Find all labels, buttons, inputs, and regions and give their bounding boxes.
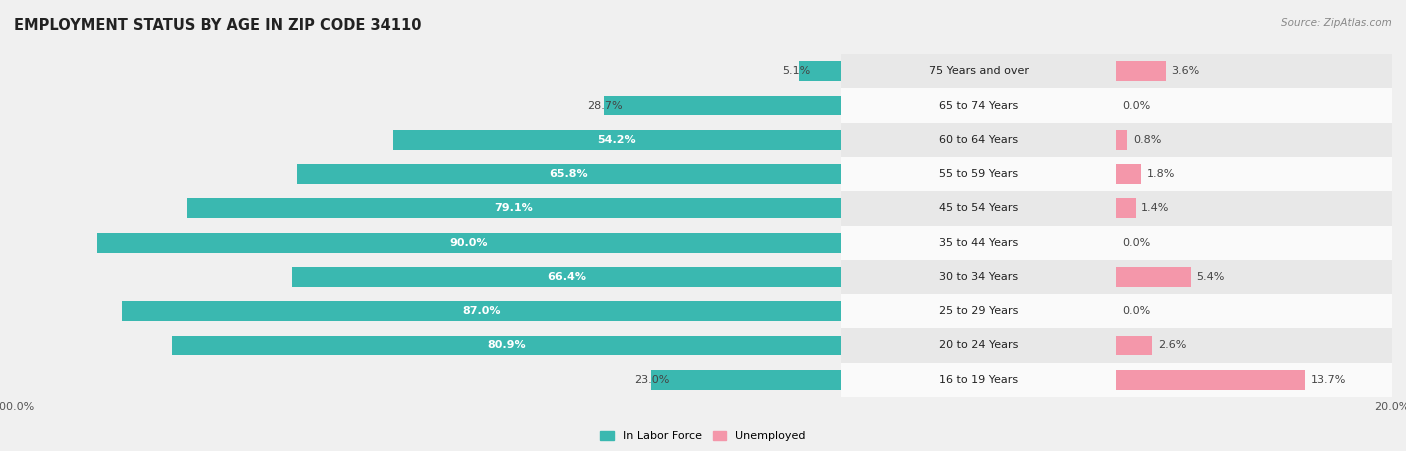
Bar (841, 123, 1116, 157)
Bar (121, 301, 841, 321)
Bar (1116, 54, 1392, 88)
Bar (187, 198, 841, 218)
Text: 5.4%: 5.4% (1197, 272, 1225, 282)
Text: 2.6%: 2.6% (1157, 341, 1187, 350)
Bar (841, 363, 1406, 397)
Bar (97, 233, 841, 253)
Bar (1116, 157, 1392, 191)
Text: 45 to 54 Years: 45 to 54 Years (939, 203, 1018, 213)
Text: 65.8%: 65.8% (550, 169, 588, 179)
Text: EMPLOYMENT STATUS BY AGE IN ZIP CODE 34110: EMPLOYMENT STATUS BY AGE IN ZIP CODE 341… (14, 18, 422, 33)
Text: 1.8%: 1.8% (1147, 169, 1175, 179)
Text: 16 to 19 Years: 16 to 19 Years (939, 375, 1018, 385)
Bar (841, 88, 1116, 123)
Bar (841, 191, 1406, 226)
Bar (1116, 370, 1305, 390)
Text: 66.4%: 66.4% (547, 272, 586, 282)
Bar (841, 88, 1406, 123)
Text: 1.4%: 1.4% (1142, 203, 1170, 213)
Bar (841, 328, 1406, 363)
Bar (841, 294, 1116, 328)
Text: 65 to 74 Years: 65 to 74 Years (939, 101, 1018, 110)
Bar (392, 130, 841, 150)
Text: 79.1%: 79.1% (495, 203, 533, 213)
Bar (841, 191, 1116, 226)
Bar (1116, 130, 1128, 150)
Bar (1116, 123, 1392, 157)
Bar (1116, 164, 1142, 184)
Text: 25 to 29 Years: 25 to 29 Years (939, 306, 1018, 316)
Bar (292, 267, 841, 287)
Text: 0.0%: 0.0% (1122, 306, 1150, 316)
Bar (1116, 267, 1191, 287)
Bar (297, 164, 841, 184)
Text: 90.0%: 90.0% (450, 238, 488, 248)
Bar (841, 363, 1116, 397)
Bar (799, 61, 841, 81)
Bar (841, 226, 1406, 260)
Bar (841, 226, 1116, 260)
Bar (1116, 294, 1392, 328)
Bar (841, 54, 1406, 88)
Bar (1116, 336, 1152, 355)
Bar (651, 370, 841, 390)
Text: 0.0%: 0.0% (1122, 101, 1150, 110)
Bar (1116, 260, 1392, 294)
Bar (841, 328, 1116, 363)
Text: 54.2%: 54.2% (598, 135, 636, 145)
Text: Source: ZipAtlas.com: Source: ZipAtlas.com (1281, 18, 1392, 28)
Bar (1116, 61, 1166, 81)
Text: 60 to 64 Years: 60 to 64 Years (939, 135, 1018, 145)
Bar (1116, 363, 1392, 397)
Bar (841, 294, 1406, 328)
Text: 28.7%: 28.7% (586, 101, 623, 110)
Bar (841, 54, 1116, 88)
Bar (841, 157, 1406, 191)
Text: 20 to 24 Years: 20 to 24 Years (939, 341, 1018, 350)
Bar (1116, 191, 1392, 226)
Bar (172, 336, 841, 355)
Bar (841, 123, 1406, 157)
Text: 87.0%: 87.0% (463, 306, 501, 316)
Text: 75 Years and over: 75 Years and over (928, 66, 1029, 76)
Text: 35 to 44 Years: 35 to 44 Years (939, 238, 1018, 248)
Text: 13.7%: 13.7% (1310, 375, 1346, 385)
Text: 3.6%: 3.6% (1171, 66, 1199, 76)
Text: 30 to 34 Years: 30 to 34 Years (939, 272, 1018, 282)
Bar (841, 260, 1406, 294)
Text: 55 to 59 Years: 55 to 59 Years (939, 169, 1018, 179)
Bar (603, 96, 841, 115)
Bar (1116, 328, 1392, 363)
Text: 0.0%: 0.0% (1122, 238, 1150, 248)
Legend: In Labor Force, Unemployed: In Labor Force, Unemployed (596, 426, 810, 446)
Bar (1116, 198, 1136, 218)
Text: 80.9%: 80.9% (486, 341, 526, 350)
Text: 23.0%: 23.0% (634, 375, 669, 385)
Bar (841, 260, 1116, 294)
Text: 0.8%: 0.8% (1133, 135, 1161, 145)
Bar (841, 157, 1116, 191)
Bar (1116, 88, 1392, 123)
Text: 5.1%: 5.1% (782, 66, 810, 76)
Bar (1116, 226, 1392, 260)
